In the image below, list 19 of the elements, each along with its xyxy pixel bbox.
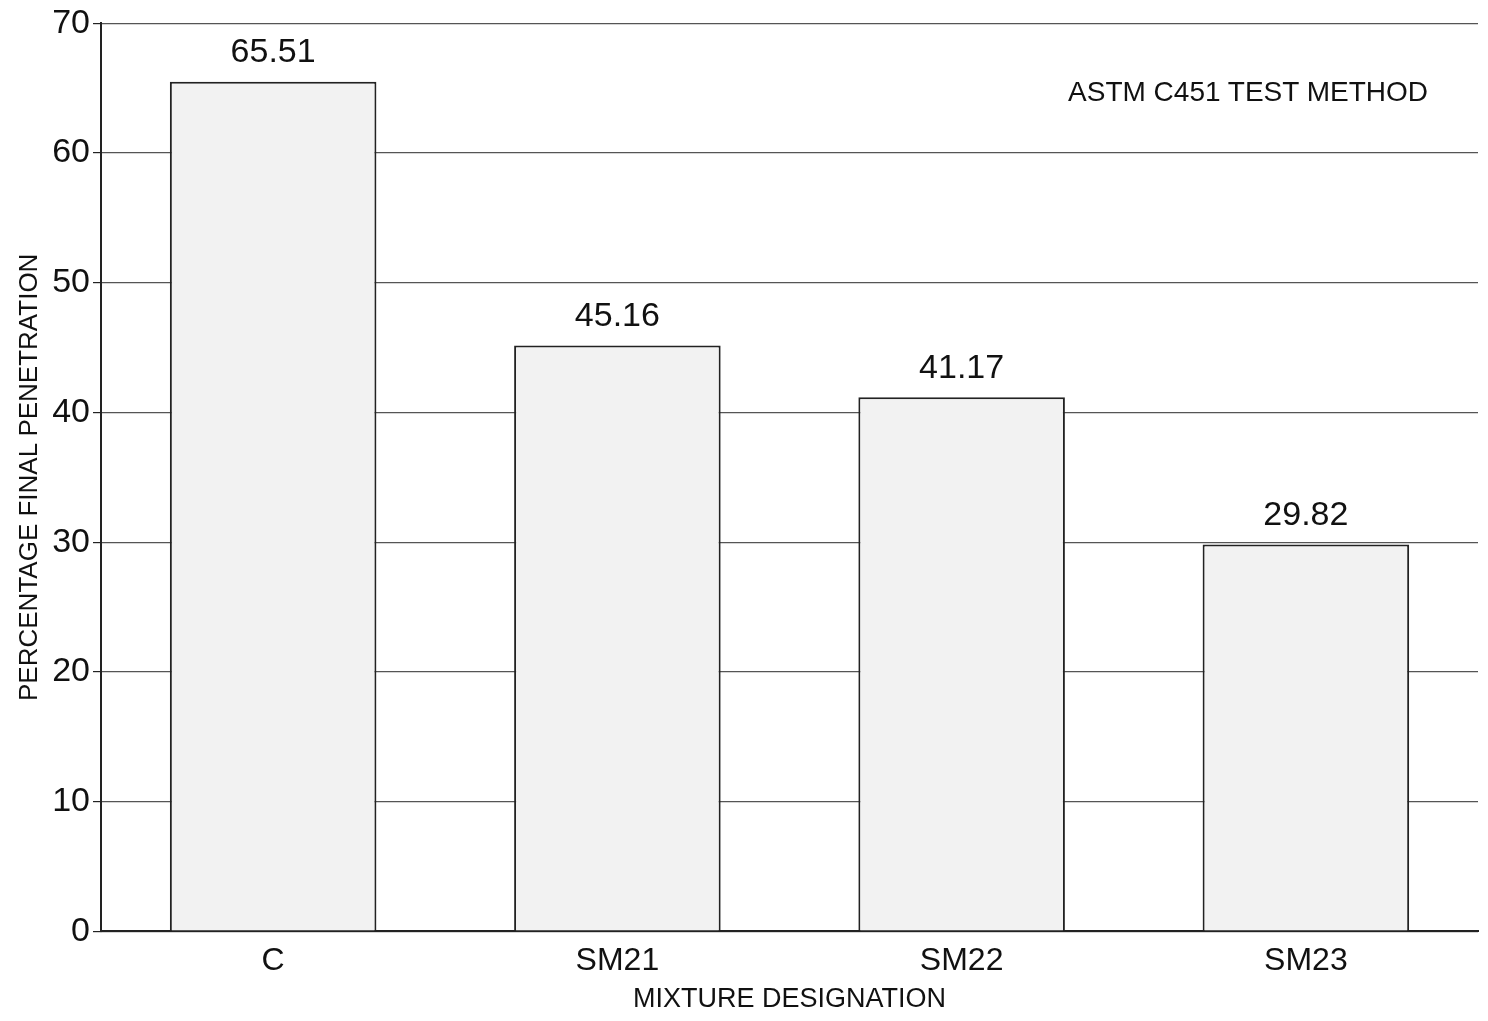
annotation: ASTM C451 TEST METHOD: [1068, 76, 1428, 108]
y-axis-title: PERCENTAGE FINAL PENETRATION: [12, 253, 43, 701]
data-label: 41.17: [919, 346, 1005, 385]
y-tick-label: 60: [52, 131, 91, 170]
x-tick-label: SM23: [1264, 941, 1348, 978]
y-tick-label: 0: [71, 909, 91, 948]
y-tick-label: 20: [52, 650, 91, 689]
y-tick-label: 30: [52, 520, 91, 559]
data-label: 65.51: [230, 31, 316, 69]
x-tick-label: SM22: [919, 941, 1004, 978]
y-tick-label: 70: [52, 1, 91, 40]
data-label: 29.82: [1263, 493, 1349, 532]
y-tick-label: 40: [52, 390, 91, 429]
x-axis-title: MIXTURE DESIGNATION: [632, 983, 947, 1014]
y-tick-label: 50: [52, 261, 91, 300]
x-tick-label: C: [261, 941, 285, 978]
y-tick-label: 10: [52, 779, 91, 818]
x-tick-label: SM21: [575, 941, 660, 978]
data-label: 45.16: [574, 294, 660, 333]
